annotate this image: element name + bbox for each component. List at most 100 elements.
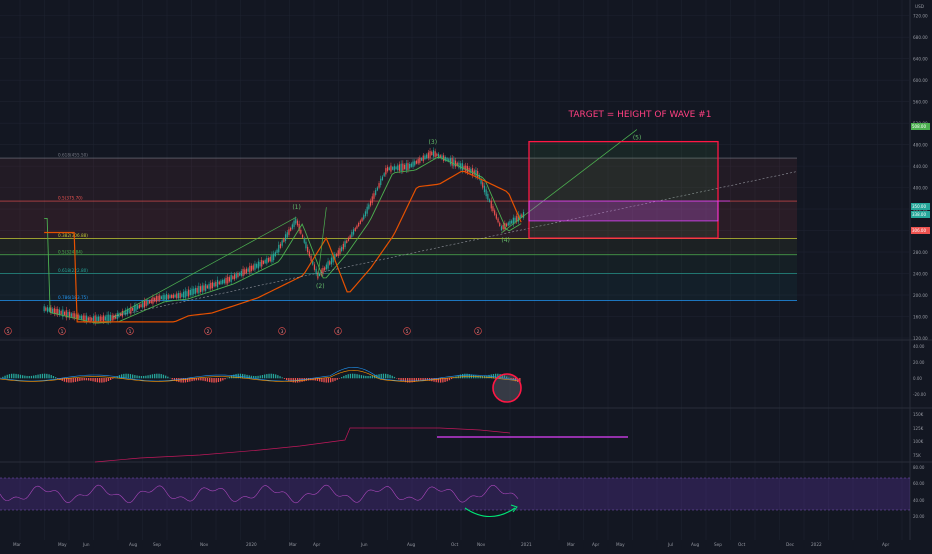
- candle-body: [392, 167, 393, 170]
- time-axis-label: Jun: [360, 542, 368, 547]
- candle-body: [297, 221, 298, 226]
- price-tag-label: 508.00: [912, 124, 926, 129]
- candle-body: [402, 164, 403, 171]
- macd-histogram-bar: [321, 378, 322, 382]
- macd-histogram-bar: [383, 374, 384, 379]
- macd-histogram-bar: [152, 374, 153, 378]
- candle-body: [210, 283, 211, 289]
- volume-axis-tick-label: 125K: [913, 426, 924, 431]
- macd-histogram-bar: [449, 378, 450, 380]
- candle-body: [261, 260, 262, 267]
- macd-histogram-bar: [55, 377, 56, 378]
- candle-body: [382, 177, 383, 181]
- macd-histogram-bar: [143, 376, 144, 378]
- candle-body: [452, 158, 453, 165]
- time-axis-label: Mar: [567, 542, 575, 547]
- macd-histogram-bar: [18, 374, 19, 378]
- macd-histogram-bar: [163, 375, 164, 379]
- target-entry-zone: [529, 201, 718, 221]
- candle-body: [373, 193, 374, 199]
- macd-histogram-bar: [134, 375, 135, 378]
- macd-histogram-bar: [13, 374, 14, 379]
- fib-level-label: 0.382(306.88): [58, 233, 88, 238]
- candle-body: [384, 173, 385, 176]
- macd-histogram-bar: [9, 374, 10, 378]
- candle-body: [168, 295, 169, 299]
- candle-body: [285, 234, 286, 241]
- candle-body: [239, 273, 240, 276]
- macd-histogram-bar: [462, 374, 463, 378]
- wave-label-2: (2): [316, 283, 325, 290]
- candle-body: [406, 163, 407, 170]
- macd-histogram-bar: [11, 374, 12, 379]
- candle-body: [372, 196, 373, 202]
- candle-body: [370, 201, 371, 206]
- candle-body: [361, 218, 362, 221]
- macd-histogram-bar: [136, 376, 137, 379]
- macd-histogram-bar: [233, 375, 234, 379]
- fib-zone: [0, 274, 797, 301]
- candle-body: [397, 165, 398, 170]
- candle-body: [497, 219, 498, 223]
- candle-body: [486, 190, 487, 197]
- macd-histogram-bar: [359, 375, 360, 379]
- macd-histogram-bar: [139, 376, 140, 378]
- macd-histogram-bar: [48, 374, 49, 378]
- macd-histogram-bar: [326, 378, 327, 383]
- candle-body: [98, 316, 99, 321]
- macd-histogram-bar: [469, 374, 470, 378]
- candle-body: [105, 316, 106, 320]
- candle-body: [309, 251, 310, 256]
- macd-histogram-bar: [99, 378, 100, 383]
- candle-body: [276, 250, 277, 253]
- candle-body: [302, 235, 303, 238]
- candle-body: [268, 258, 269, 262]
- candle-body: [61, 311, 62, 314]
- candle-body: [208, 284, 209, 289]
- macd-histogram-bar: [68, 378, 69, 383]
- macd-histogram-bar: [495, 374, 496, 379]
- time-axis-label: Jul: [667, 542, 673, 547]
- macd-histogram-bar: [44, 374, 45, 379]
- macd-histogram-bar: [282, 377, 283, 378]
- candle-body: [336, 254, 337, 257]
- macd-histogram-bar: [271, 374, 272, 379]
- candle-body: [249, 266, 250, 273]
- macd-histogram-bar: [132, 375, 133, 379]
- macd-histogram-bar: [205, 378, 206, 381]
- candle-body: [407, 163, 408, 170]
- macd-histogram-bar: [150, 375, 151, 378]
- macd-histogram-bar: [165, 376, 166, 379]
- macd-histogram-bar: [356, 374, 357, 378]
- price-axis-tick-label: 600.00: [913, 78, 928, 83]
- candle-body: [224, 279, 225, 283]
- macd-histogram-bar: [411, 378, 412, 382]
- macd-histogram-bar: [315, 378, 316, 381]
- wave-label-4: (4): [501, 237, 510, 244]
- macd-histogram-bar: [244, 374, 245, 378]
- macd-histogram-bar: [275, 374, 276, 378]
- macd-histogram-bar: [172, 378, 173, 379]
- candle-body: [467, 166, 468, 172]
- macd-axis-tick-label: 40.00: [913, 344, 925, 349]
- price-axis-tick-label: 680.00: [913, 35, 928, 40]
- time-axis-label: Jun: [82, 542, 90, 547]
- time-axis-label: 2021: [521, 542, 532, 547]
- candle-body: [129, 309, 130, 312]
- time-axis-label: Apr: [882, 542, 890, 547]
- candle-body: [79, 316, 80, 319]
- candle-body: [265, 260, 266, 263]
- candle-body: [380, 179, 381, 185]
- candle-body: [244, 269, 245, 274]
- candle-body: [229, 277, 230, 281]
- candle-body: [523, 212, 524, 218]
- candle-body: [295, 219, 296, 224]
- candle-body: [458, 163, 459, 168]
- candle-body: [484, 186, 485, 193]
- macd-histogram-bar: [110, 378, 111, 380]
- candle-body: [246, 269, 247, 273]
- macd-axis-tick-label: 20.00: [913, 360, 925, 365]
- candle-body: [436, 154, 437, 157]
